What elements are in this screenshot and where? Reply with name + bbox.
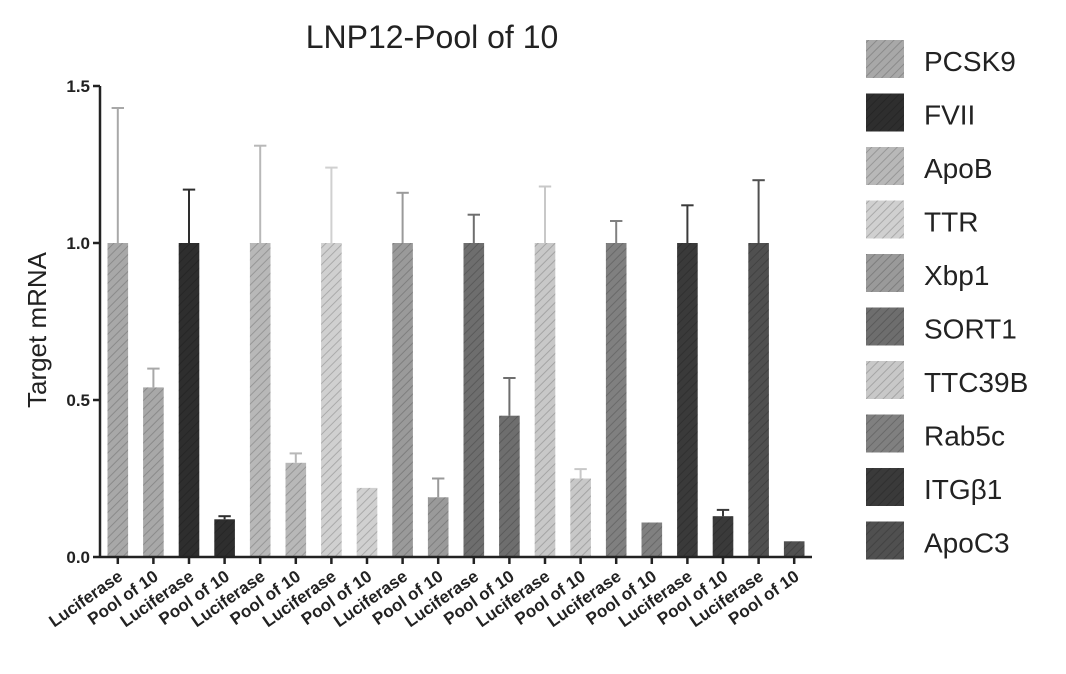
legend-label: ApoC3 — [924, 528, 1010, 559]
legend-item: TTR — [866, 200, 978, 239]
legend-swatch-texture — [866, 200, 904, 239]
legend-swatch-texture — [866, 361, 904, 399]
legend-label: Rab5c — [924, 421, 1005, 452]
bar-texture-4 — [249, 243, 271, 557]
legend-swatch-texture — [866, 521, 904, 560]
legend-label: SORT1 — [924, 314, 1017, 345]
legend-swatch-texture — [866, 93, 904, 132]
legend-item: Xbp1 — [866, 254, 989, 292]
bar-texture-1 — [143, 387, 164, 557]
legend-label: PCSK9 — [924, 46, 1016, 77]
error-bar-3 — [218, 515, 231, 520]
bar-texture-3 — [214, 519, 235, 557]
y-tick-label: 0.0 — [66, 548, 90, 567]
legend-item: FVII — [866, 93, 975, 132]
error-bar-2 — [182, 188, 196, 243]
bar-texture-12 — [534, 243, 556, 557]
y-tick-label: 0.5 — [66, 391, 90, 410]
error-bar-17 — [716, 508, 730, 517]
bar-texture-2 — [178, 243, 200, 557]
error-bar-18 — [752, 179, 765, 243]
error-bar-12 — [538, 185, 552, 243]
legend-swatch-texture — [866, 147, 904, 185]
error-bar-9 — [432, 477, 445, 498]
legend-label: Xbp1 — [924, 260, 989, 291]
legend-item: Rab5c — [866, 414, 1005, 453]
error-bar-8 — [396, 191, 409, 243]
bar-texture-17 — [712, 516, 734, 557]
legend-label: TTC39B — [924, 367, 1028, 398]
error-bar-11 — [503, 377, 516, 416]
legend-item: PCSK9 — [866, 40, 1016, 78]
legend-swatch-texture — [866, 414, 904, 453]
bar-texture-16 — [677, 243, 698, 557]
bar-texture-18 — [748, 243, 769, 557]
error-bar-4 — [254, 144, 267, 243]
error-bar-14 — [610, 220, 623, 243]
y-tick-label: 1.5 — [66, 77, 90, 96]
bar-texture-9 — [427, 497, 449, 557]
legend-swatch-texture — [866, 468, 904, 506]
chart-title: LNP12-Pool of 10 — [306, 19, 559, 55]
legend-label: FVII — [924, 100, 975, 131]
bar-texture-7 — [356, 487, 378, 557]
bar-texture-11 — [499, 415, 520, 557]
bar-texture-0 — [107, 243, 129, 557]
legend-label: TTR — [924, 207, 978, 238]
legend-item: SORT1 — [866, 307, 1017, 346]
y-tick-label: 1.0 — [66, 234, 90, 253]
legend-label: ITGβ1 — [924, 474, 1002, 505]
legend-swatch-texture — [866, 254, 904, 292]
bar-texture-14 — [605, 243, 627, 557]
bar-texture-10 — [463, 243, 485, 557]
legend: PCSK9 FVII ApoB TTR Xbp1 SORT1 TTC39B Rab5c ITGβ… — [866, 40, 1028, 560]
y-axis-label: Target mRNA — [22, 251, 52, 408]
error-bar-16 — [681, 204, 694, 243]
legend-item: TTC39B — [866, 361, 1028, 399]
error-bar-0 — [111, 107, 124, 243]
error-bar-10 — [467, 213, 480, 243]
legend-swatch-texture — [866, 40, 904, 78]
bar-texture-13 — [570, 478, 591, 557]
bar-texture-8 — [392, 243, 413, 557]
error-bar-5 — [289, 452, 302, 463]
legend-item: ApoB — [866, 147, 993, 185]
error-bar-1 — [147, 367, 160, 388]
legend-item: ITGβ1 — [866, 468, 1002, 506]
bar-texture-15 — [641, 522, 663, 557]
bar-texture-19 — [783, 541, 805, 557]
legend-item: ApoC3 — [866, 521, 1010, 560]
bar-texture-6 — [321, 243, 342, 557]
error-bar-6 — [325, 166, 338, 243]
error-bar-13 — [574, 468, 587, 479]
legend-swatch-texture — [866, 307, 904, 346]
legend-label: ApoB — [924, 153, 993, 184]
bar-texture-5 — [285, 462, 307, 557]
